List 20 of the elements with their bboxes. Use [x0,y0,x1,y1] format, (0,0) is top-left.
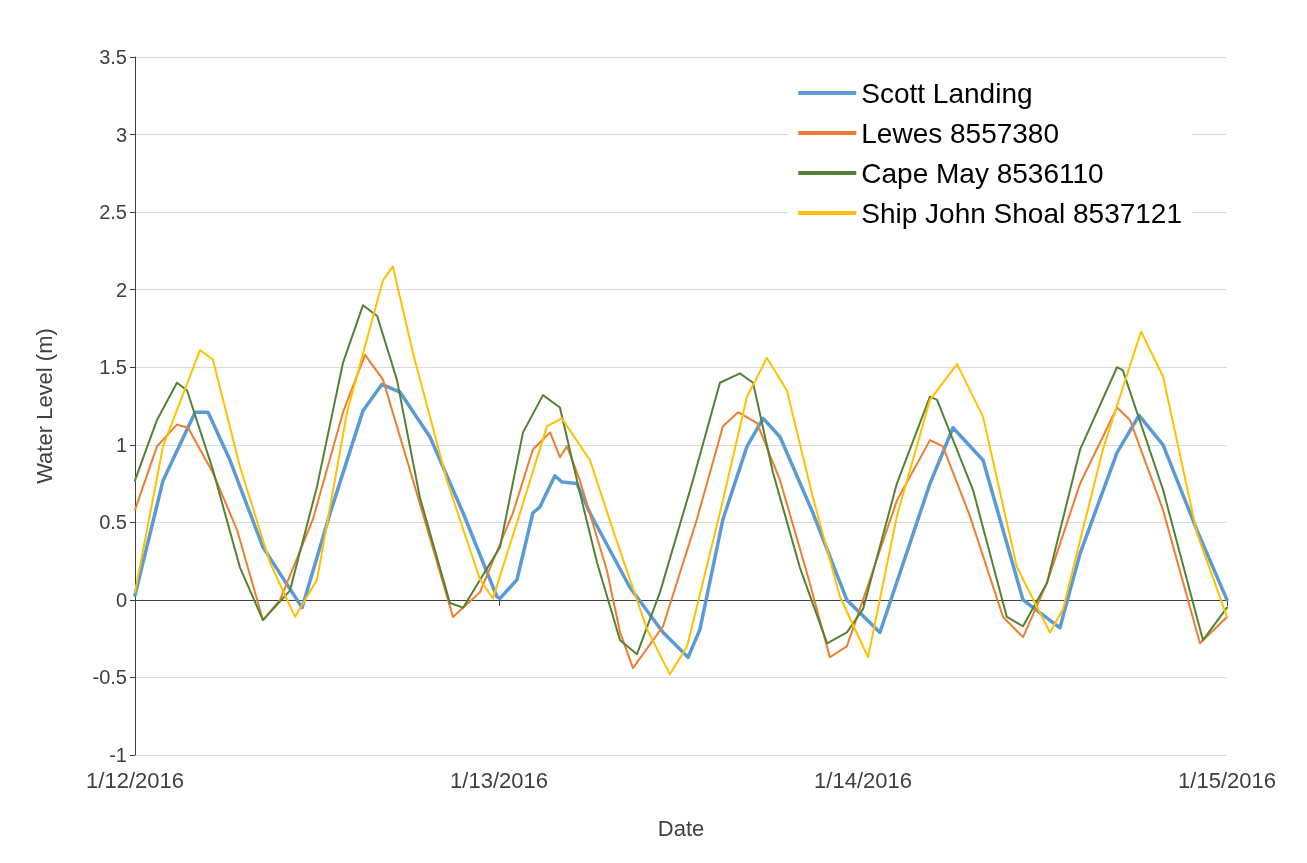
legend-label: Lewes 8557380 [861,117,1060,149]
x-tick-label: 1/12/2016 [86,767,184,793]
y-tick-label: -0.5 [92,666,127,689]
x-tick-label: 1/15/2016 [1178,767,1276,793]
y-tick-label: 3 [115,123,127,146]
y-tick-label: 2 [115,278,127,301]
y-axis-title: Water Level (m) [31,328,57,484]
x-axis-title: Date [657,815,705,841]
y-tick-label: 3.5 [99,46,127,68]
x-tick-label: 1/14/2016 [814,767,912,793]
legend-label: Ship John Shoal 8537121 [861,197,1182,229]
legend-label: Cape May 8536110 [861,157,1104,189]
y-tick-label: -1 [109,744,127,766]
legend-label: Scott Landing [861,77,1033,109]
y-tick-label: 2.5 [99,201,127,224]
x-tick-label: 1/13/2016 [450,767,548,793]
y-tick-label: 1.5 [99,356,127,379]
y-tick-label: 1 [115,433,127,456]
y-tick-label: 0.5 [99,511,127,534]
y-tick-label: 0 [115,588,127,611]
